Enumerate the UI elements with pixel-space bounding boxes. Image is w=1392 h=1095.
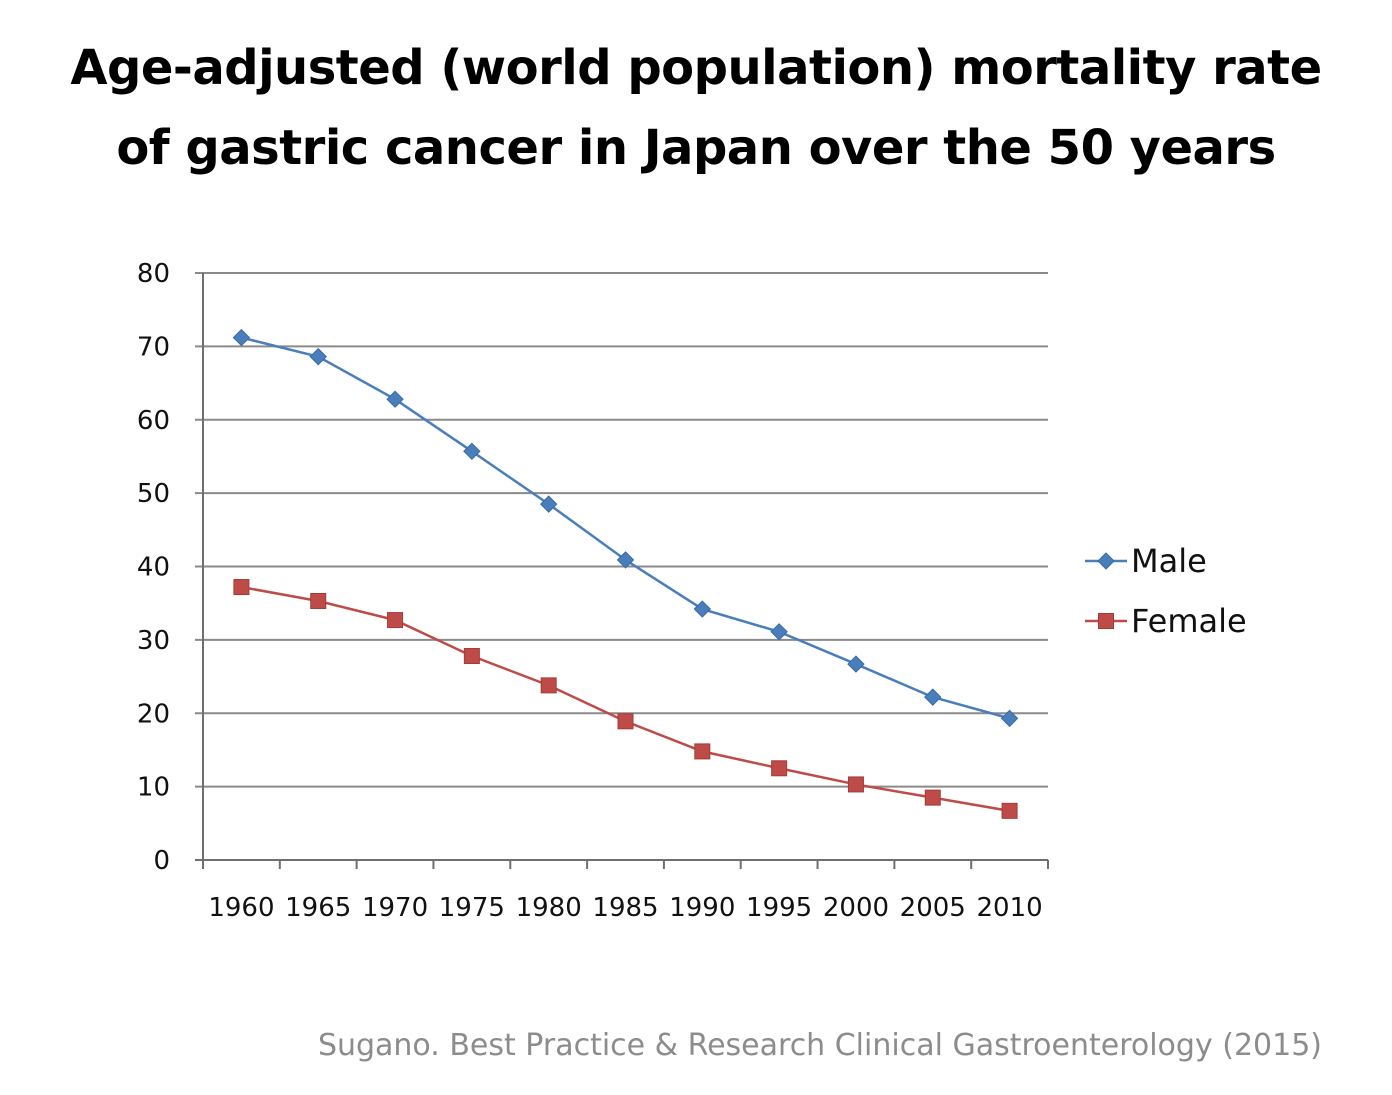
- data-point-female-1965: [310, 592, 327, 609]
- y-tick-label-10: 10: [137, 773, 170, 803]
- data-point-male-1985: [616, 551, 635, 569]
- x-tick-label-1970: 1970: [362, 893, 428, 923]
- data-point-male-1975: [463, 442, 481, 461]
- y-tick-label-30: 30: [137, 626, 170, 656]
- data-point-female-2005: [924, 789, 941, 806]
- y-tick-label-70: 70: [137, 332, 170, 362]
- legend-marker-female: [1098, 613, 1114, 629]
- data-point-female-2000: [847, 776, 864, 793]
- x-tick-label-1995: 1995: [746, 893, 812, 923]
- y-tick-label-50: 50: [137, 479, 170, 509]
- x-tick-label-1990: 1990: [669, 893, 735, 923]
- y-tick-label-0: 0: [153, 846, 170, 876]
- y-tick-label-40: 40: [137, 553, 170, 583]
- series-line-male: [241, 336, 1010, 720]
- slide-title: Age-adjusted (world population) mortalit…: [0, 28, 1392, 188]
- data-point-male-1995: [770, 623, 788, 641]
- y-tick-label-20: 20: [137, 699, 170, 729]
- x-tick-label-1980: 1980: [516, 893, 582, 923]
- data-point-male-1965: [309, 347, 327, 366]
- data-point-male-1970: [386, 390, 404, 408]
- data-point-female-1970: [387, 612, 404, 629]
- series-line-female: [241, 585, 1010, 813]
- citation: Sugano. Best Practice & Research Clinica…: [317, 1028, 1322, 1063]
- x-tick-label-2005: 2005: [900, 893, 966, 923]
- x-tick-label-1965: 1965: [285, 893, 351, 923]
- data-point-male-2005: [924, 688, 942, 706]
- slide-title-line-2: of gastric cancer in Japan over the 50 y…: [116, 120, 1276, 176]
- y-tick-label-80: 80: [137, 259, 170, 289]
- x-tick-label-1960: 1960: [208, 893, 274, 923]
- x-tick-label-2000: 2000: [823, 893, 889, 923]
- y-tick-label-60: 60: [137, 406, 170, 436]
- data-point-male-1990: [693, 600, 712, 618]
- legend-label-male: Male: [1131, 542, 1207, 580]
- data-point-female-1960: [233, 579, 250, 596]
- data-point-female-1985: [617, 713, 634, 730]
- data-point-male-2010: [1000, 709, 1019, 728]
- data-point-female-1980: [540, 677, 557, 694]
- legend-label-female: Female: [1131, 602, 1247, 640]
- legend-marker-male: [1097, 552, 1115, 570]
- x-tick-label-1985: 1985: [592, 893, 658, 923]
- data-point-female-2010: [1001, 802, 1018, 819]
- data-point-female-1990: [694, 743, 711, 760]
- data-point-male-1980: [539, 495, 558, 513]
- slide-title-line-1: Age-adjusted (world population) mortalit…: [70, 40, 1322, 96]
- x-tick-label-1975: 1975: [439, 893, 505, 923]
- x-tick-label-2010: 2010: [977, 893, 1043, 923]
- data-point-male-1960: [232, 328, 251, 347]
- data-point-female-1995: [771, 760, 788, 777]
- data-point-female-1975: [463, 648, 480, 665]
- data-point-male-2000: [847, 655, 865, 673]
